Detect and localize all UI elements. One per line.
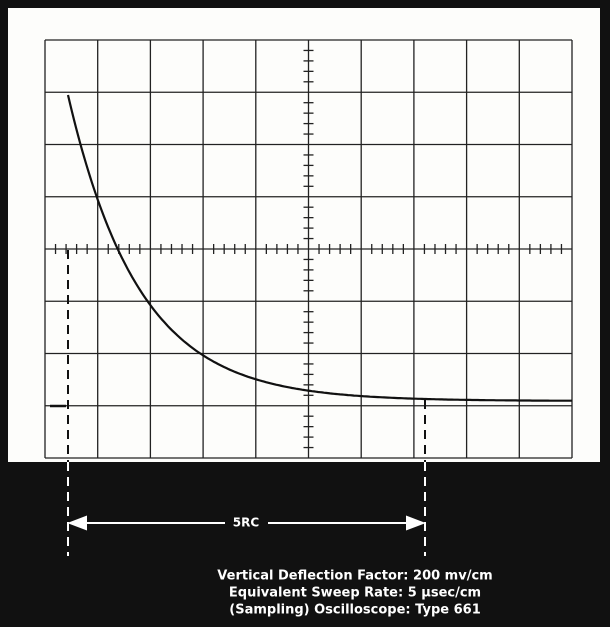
caption-line: (Sampling) Oscilloscope: Type 661	[229, 603, 480, 618]
oscilloscope-figure: 5RC Vertical Deflection Factor: 200 mv/c…	[0, 0, 610, 627]
caption-line: Equivalent Sweep Rate: 5 μsec/cm	[229, 586, 481, 601]
span-label: 5RC	[233, 516, 260, 530]
caption-line: Vertical Deflection Factor: 200 mv/cm	[217, 569, 492, 584]
screen	[8, 8, 600, 462]
